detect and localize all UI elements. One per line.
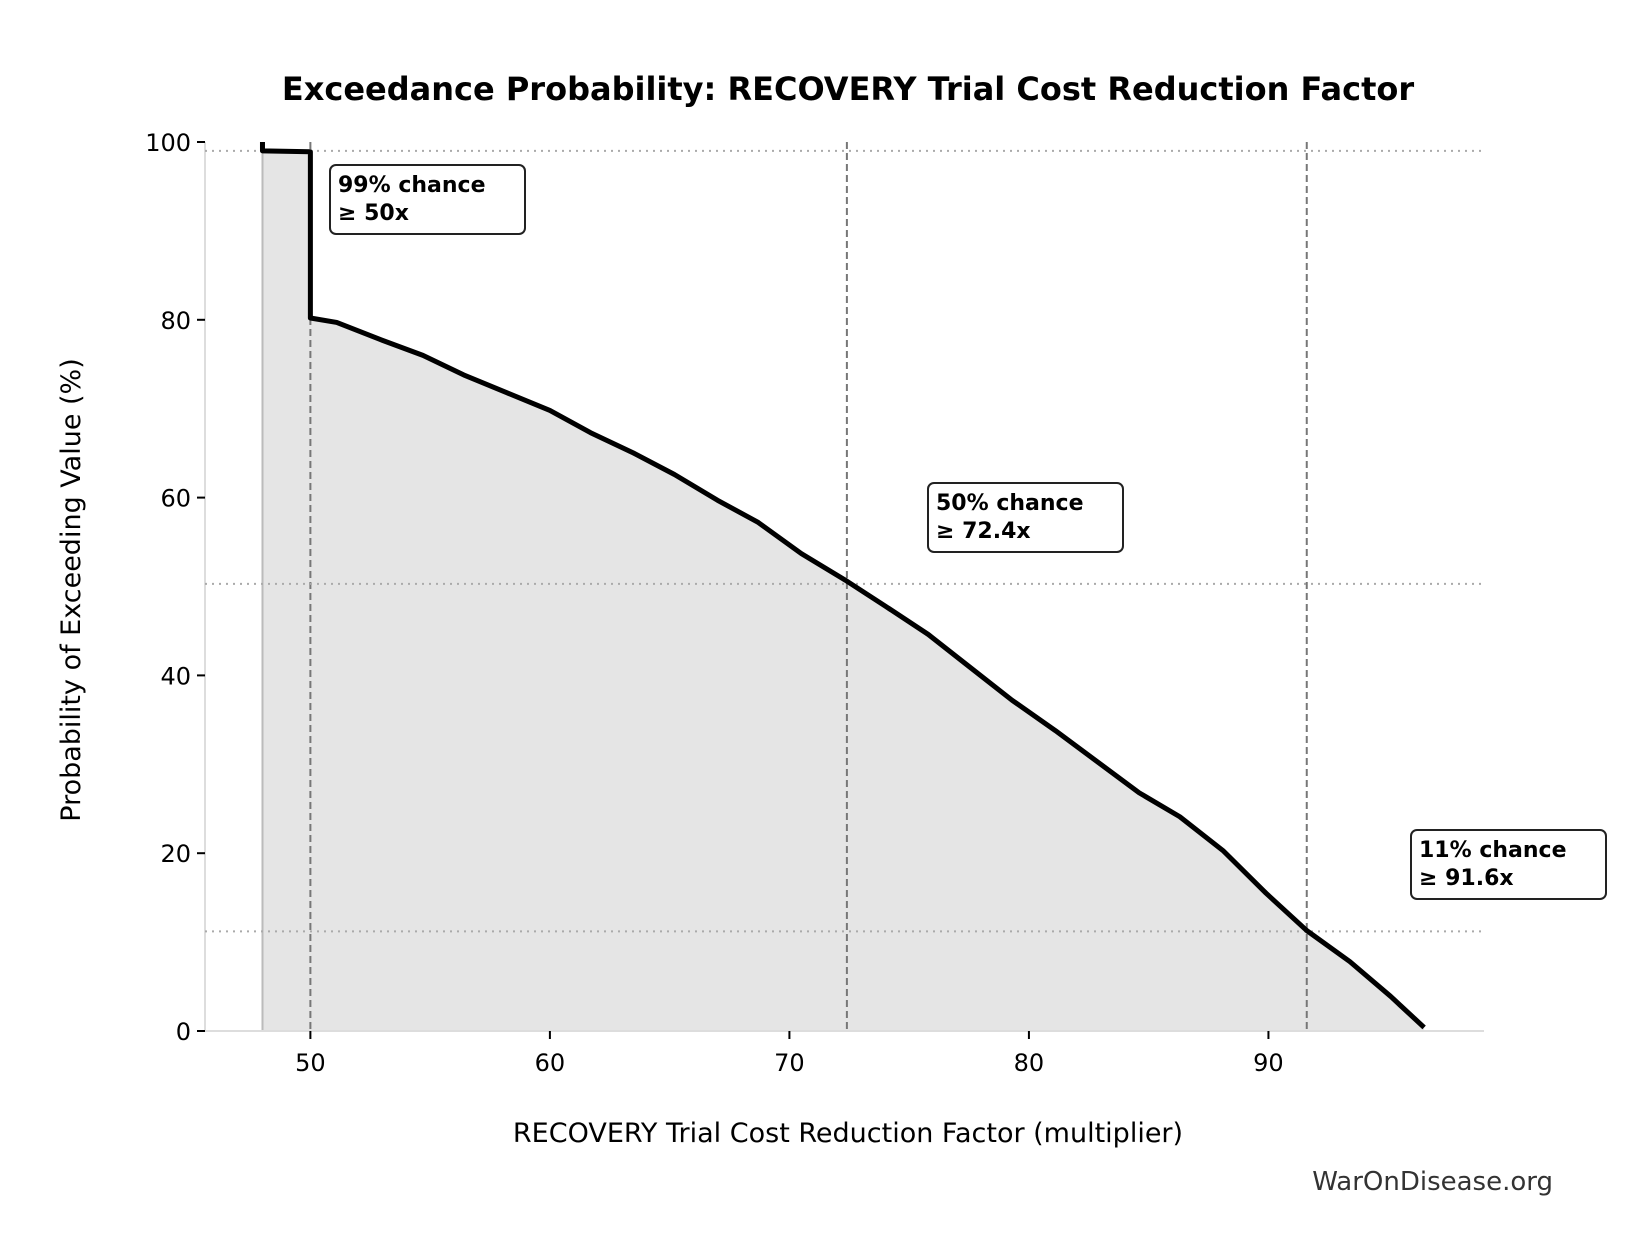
y-tick-label-40: 40 [160, 662, 191, 690]
exceedance-curve [259, 142, 1426, 1030]
annotation-line2: ≥ 72.4x [936, 519, 1031, 544]
watermark: WarOnDisease.org [1312, 1167, 1553, 1197]
chart-title: Exceedance Probability: RECOVERY Trial C… [282, 70, 1414, 108]
x-tick-label-60: 60 [535, 1049, 566, 1077]
y-tick-label-100: 100 [145, 129, 191, 157]
x-tick-label-90: 90 [1253, 1049, 1284, 1077]
x-axis-label: RECOVERY Trial Cost Reduction Factor (mu… [513, 1118, 1183, 1149]
annotation-box [1410, 829, 1607, 900]
annotation-0: 99% chance ≥ 50x [329, 164, 526, 235]
x-tick-label-70: 70 [774, 1049, 805, 1077]
annotation-line1: 11% chance [1419, 838, 1567, 863]
annotation-line2: ≥ 50x [338, 201, 409, 226]
y-axis-label: Probability of Exceeding Value (%) [56, 358, 87, 821]
y-tick-label-80: 80 [160, 307, 191, 335]
annotation-line1: 99% chance [338, 173, 486, 198]
annotation-box [927, 482, 1124, 553]
annotation-line2: ≥ 91.6x [1419, 866, 1514, 891]
y-tick-label-20: 20 [160, 840, 191, 868]
x-tick-label-80: 80 [1014, 1049, 1045, 1077]
x-tick-label-50: 50 [295, 1049, 326, 1077]
y-tick-label-60: 60 [160, 485, 191, 513]
y-tick-label-0: 0 [176, 1018, 191, 1046]
area-fill [262, 142, 1425, 1031]
annotation-line1: 50% chance [936, 491, 1084, 516]
plot-area: 50 60 70 80 90 0 20 40 60 80 100 99% chance ≥ 50x 50%… [145, 129, 1607, 1077]
annotation-box [329, 164, 526, 235]
annotation-1: 50% chance ≥ 72.4x [927, 482, 1124, 553]
annotation-2: 11% chance ≥ 91.6x [1410, 829, 1607, 900]
